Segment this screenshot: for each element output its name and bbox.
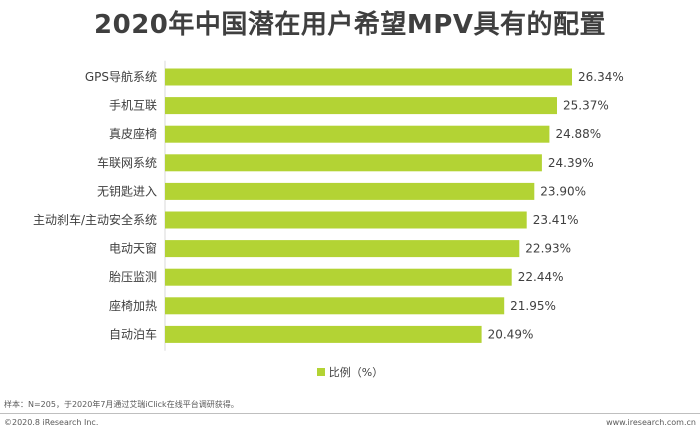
bar xyxy=(165,240,520,258)
category-label: GPS导航系统 xyxy=(85,69,157,84)
data-label: 21.95% xyxy=(510,299,556,313)
category-label: 胎压监测 xyxy=(109,270,157,284)
bar-chart: GPS导航系统 26.34% 手机互联 25.37% 真皮座椅 24.88% 车联网系统 24… xyxy=(33,60,624,351)
footer-divider xyxy=(0,413,700,414)
chart-title: 2020年中国潜在用户希望MPV具有的配置 xyxy=(94,10,606,40)
bar xyxy=(165,182,535,200)
legend-label: 比例（%） xyxy=(328,366,384,379)
bar xyxy=(165,211,527,229)
sample-footnote: 样本：N=205，于2020年7月通过艾瑞iClick在线平台调研获得。 xyxy=(4,400,239,409)
bar xyxy=(165,268,512,286)
category-label: 车联网系统 xyxy=(97,155,157,170)
bar xyxy=(165,325,482,343)
data-label: 23.41% xyxy=(533,213,579,227)
bar xyxy=(165,125,550,143)
data-label: 26.34% xyxy=(578,70,624,84)
bar xyxy=(165,297,505,315)
copyright-text: ©2020.8 iResearch Inc. xyxy=(4,418,99,427)
category-label: 真皮座椅 xyxy=(109,126,157,141)
bar xyxy=(165,68,572,86)
category-label: 座椅加热 xyxy=(109,298,157,313)
data-label: 22.44% xyxy=(518,270,564,284)
data-label: 23.90% xyxy=(540,184,586,198)
category-label: 电动天窗 xyxy=(109,242,157,256)
bar xyxy=(165,97,557,115)
data-label: 20.49% xyxy=(488,327,534,341)
legend-swatch xyxy=(316,368,325,376)
data-label: 24.39% xyxy=(548,156,594,170)
data-label: 25.37% xyxy=(563,99,609,113)
category-label: 无钥匙进入 xyxy=(97,184,157,198)
legend: 比例（%） xyxy=(0,364,700,380)
bar xyxy=(165,154,542,172)
category-label: 主动刹车/主动安全系统 xyxy=(33,212,157,227)
data-label: 24.88% xyxy=(555,127,601,141)
category-label: 自动泊车 xyxy=(109,326,157,341)
website-link[interactable]: www.iresearch.com.cn xyxy=(606,418,696,427)
data-label: 22.93% xyxy=(525,242,571,256)
category-label: 手机互联 xyxy=(109,99,157,113)
